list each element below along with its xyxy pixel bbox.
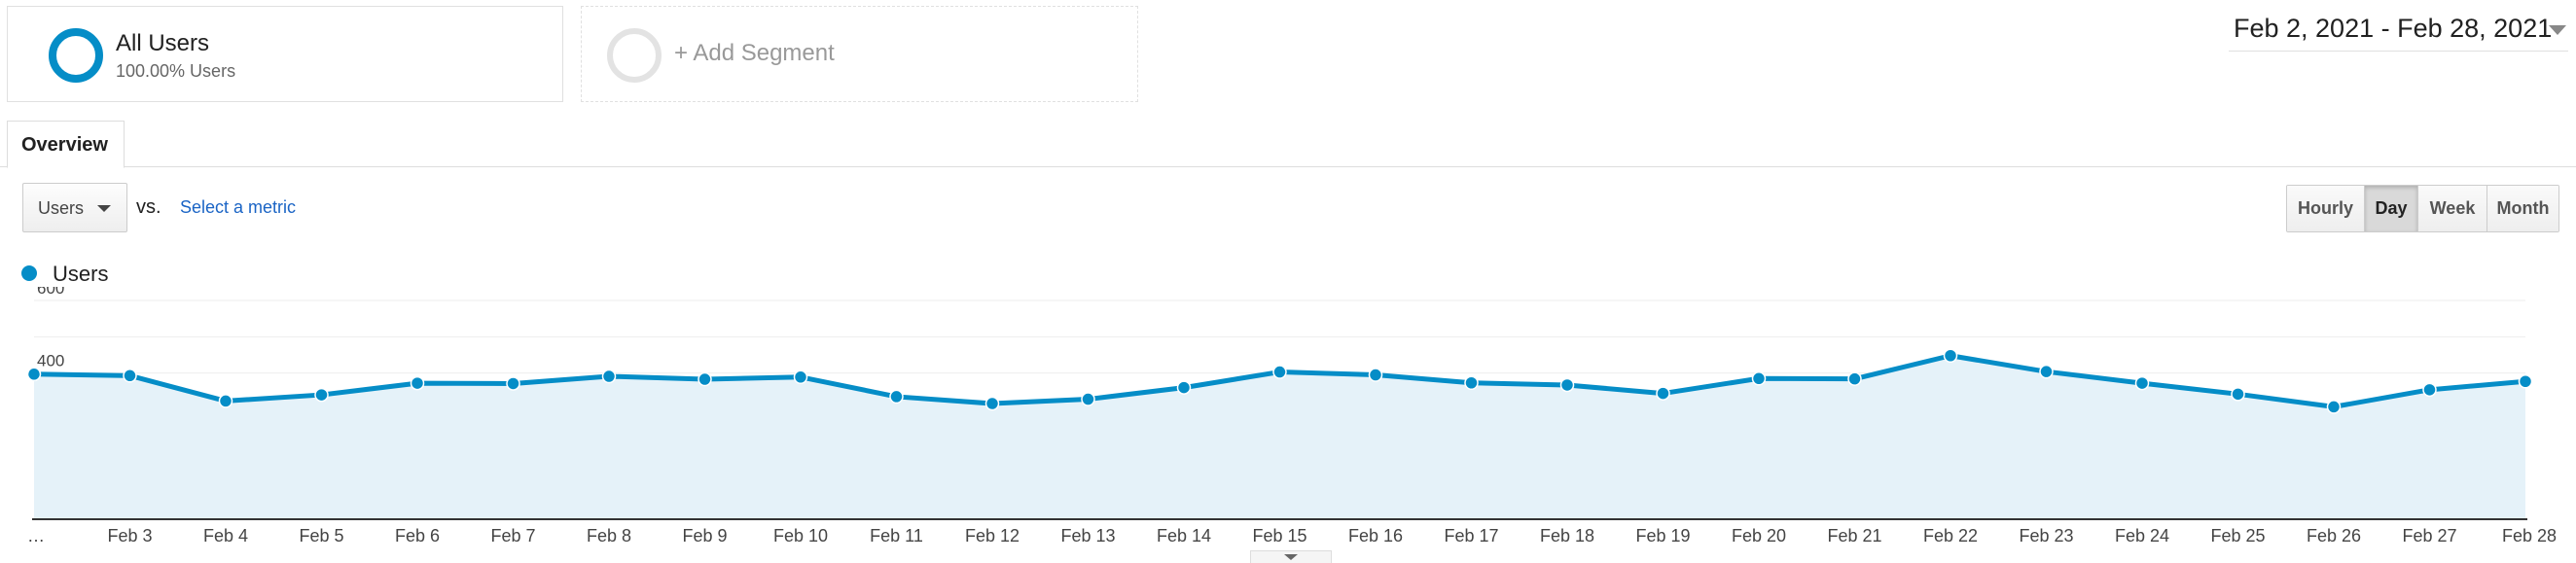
x-tick-label: Feb 9 [682, 526, 727, 545]
metric-selector[interactable]: Users [22, 183, 127, 232]
x-tick-label: Feb 7 [490, 526, 535, 545]
users-data-point [2231, 387, 2245, 402]
y-tick-label: 400 [37, 352, 64, 370]
users-data-point [1176, 380, 1192, 395]
users-area-fill [34, 355, 2525, 518]
segment-all-users[interactable]: All Users 100.00% Users [7, 6, 563, 102]
users-data-point [889, 389, 904, 405]
users-data-point [1081, 392, 1095, 406]
x-tick-label: Feb 26 [2307, 526, 2361, 545]
x-tick-label: Feb 23 [2019, 526, 2073, 545]
users-data-point [2422, 382, 2437, 398]
tab-divider [0, 166, 2576, 167]
x-tick-label: Feb 13 [1060, 526, 1115, 545]
x-tick-label: Feb 22 [1923, 526, 1978, 545]
x-tick-label: Feb 10 [773, 526, 828, 545]
users-data-point [601, 369, 617, 384]
users-data-point [698, 371, 712, 387]
add-segment-button[interactable]: + Add Segment [581, 6, 1138, 102]
users-data-point [123, 369, 137, 383]
x-tick-label: Feb 18 [1540, 526, 1594, 545]
metric-selected-label: Users [38, 198, 85, 218]
x-tick-label: Feb 16 [1348, 526, 1403, 545]
x-tick-label: Feb 20 [1732, 526, 1786, 545]
granularity-hourly-button[interactable]: Hourly [2287, 186, 2365, 231]
granularity-month-button[interactable]: Month [2487, 186, 2558, 231]
caret-down-icon [2549, 25, 2566, 35]
users-data-point [793, 369, 808, 385]
x-tick-label: … [27, 526, 45, 545]
x-tick-label: Feb 12 [965, 526, 1020, 545]
segment-name: All Users [116, 30, 210, 56]
x-tick-label: Feb 17 [1444, 526, 1498, 545]
users-data-point [1368, 368, 1383, 382]
users-data-point [2326, 400, 2342, 414]
x-tick-label: Feb 3 [107, 526, 152, 545]
legend-users-label: Users [53, 262, 109, 286]
users-data-point [1847, 371, 1862, 386]
caret-down-icon [97, 205, 111, 212]
tab-overview-label: Overview [21, 134, 108, 156]
segment-ring-icon [49, 28, 103, 83]
date-range-text: Feb 2, 2021 - Feb 28, 2021 [2234, 14, 2553, 43]
users-data-point [1464, 375, 1479, 390]
users-data-point [218, 394, 233, 408]
vs-label: vs. [136, 196, 161, 218]
chart-expand-handle[interactable] [1250, 550, 1332, 563]
users-data-point [1656, 386, 1670, 401]
tab-overview[interactable]: Overview [7, 121, 125, 168]
users-data-point [1272, 365, 1287, 379]
empty-segment-ring-icon [607, 28, 662, 83]
select-metric-link[interactable]: Select a metric [180, 197, 297, 217]
x-tick-label: Feb 11 [870, 526, 923, 545]
users-data-point [2134, 375, 2150, 391]
x-tick-label: Feb 6 [395, 526, 440, 545]
x-tick-label: Feb 4 [203, 526, 248, 545]
users-data-point [1559, 377, 1575, 393]
x-tick-label: Feb 27 [2402, 526, 2456, 545]
granularity-day-button[interactable]: Day [2365, 186, 2418, 231]
add-segment-label: + Add Segment [674, 40, 835, 66]
x-tick-label: Feb 24 [2115, 526, 2169, 545]
x-tick-label: Feb 21 [1827, 526, 1881, 545]
x-tick-label: Feb 15 [1252, 526, 1306, 545]
segment-subtitle: 100.00% Users [116, 61, 236, 81]
users-data-point [2518, 374, 2533, 389]
x-tick-label: Feb 19 [1635, 526, 1690, 545]
legend-users-marker [21, 265, 37, 281]
x-tick-label: Feb 5 [299, 526, 343, 545]
users-data-point [984, 396, 1000, 411]
x-tick-label: Feb 14 [1157, 526, 1211, 545]
users-data-point [1943, 348, 1958, 363]
x-tick-label: Feb 28 [2502, 526, 2557, 545]
users-data-point [410, 375, 425, 391]
users-data-point [314, 387, 329, 403]
users-data-point [26, 367, 42, 382]
granularity-toggle: Hourly Day Week Month [2286, 185, 2559, 232]
users-data-point [1751, 371, 1767, 386]
x-tick-label: Feb 25 [2210, 526, 2265, 545]
caret-down-icon [1284, 554, 1298, 560]
y-tick-label: 600 [37, 287, 64, 298]
users-data-point [506, 376, 520, 391]
granularity-week-button[interactable]: Week [2418, 186, 2487, 231]
users-data-point [2039, 364, 2054, 379]
x-tick-label: Feb 8 [587, 526, 631, 545]
date-range-picker[interactable]: Feb 2, 2021 - Feb 28, 2021 [2229, 10, 2568, 52]
